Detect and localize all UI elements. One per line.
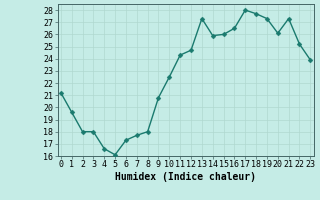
X-axis label: Humidex (Indice chaleur): Humidex (Indice chaleur) bbox=[115, 172, 256, 182]
